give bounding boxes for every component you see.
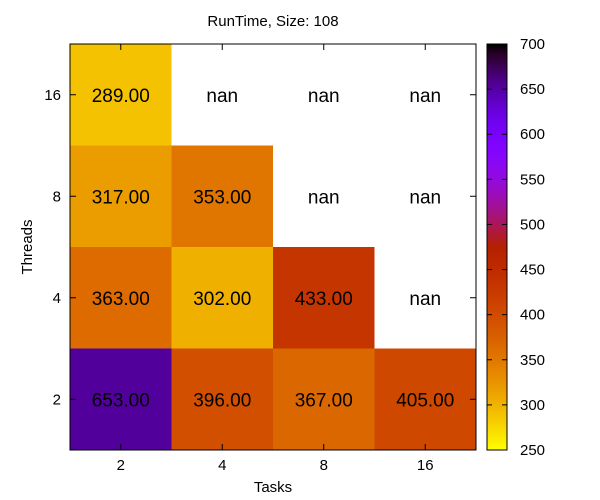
chart-title: RunTime, Size: 108	[207, 13, 338, 30]
colorbar-tick-label: 350	[520, 352, 545, 369]
cell-value-label: 317.00	[92, 187, 150, 208]
colorbar-tick-label: 700	[520, 36, 545, 53]
cell-value-label: 405.00	[396, 390, 454, 411]
cell-value-label: nan	[409, 86, 441, 107]
heatmap-cells: 653.00 396.00 367.00 405.00 363.00 302.00 433.…	[70, 44, 476, 450]
x-axis-label: Tasks	[254, 479, 292, 496]
heatmap-cell	[70, 145, 172, 247]
heatmap-cell	[171, 247, 273, 349]
y-tick-label: 16	[44, 87, 61, 104]
cell-value-label: nan	[409, 187, 441, 208]
colorbar-tick-label: 400	[520, 307, 545, 324]
colorbar-scale	[486, 43, 508, 451]
cell-value-label: nan	[308, 86, 340, 107]
colorbar-tick-label: 650	[520, 81, 545, 98]
y-tick-label: 4	[53, 290, 61, 307]
y-tick-label: 8	[53, 188, 61, 205]
x-tick-label: 4	[218, 457, 226, 474]
colorbar-tick-label: 550	[520, 171, 545, 188]
x-axis-ticks: 2 4 8 16	[117, 44, 434, 474]
cell-value-label: nan	[206, 86, 238, 107]
colorbar-tick-label: 600	[520, 126, 545, 143]
colorbar-tick-label: 300	[520, 397, 545, 414]
y-tick-label: 2	[53, 391, 61, 408]
colorbar-tick-label: 500	[520, 216, 545, 233]
cell-value-label: 433.00	[295, 289, 353, 310]
x-tick-label: 16	[417, 457, 434, 474]
heatmap-cell	[70, 348, 172, 450]
heatmap-cell	[70, 44, 172, 146]
colorbar-tick-label: 450	[520, 262, 545, 279]
x-tick-label: 8	[320, 457, 328, 474]
cell-value-label: nan	[308, 187, 340, 208]
colorbar-tick-label: 250	[520, 442, 545, 459]
cell-value-label: 396.00	[193, 390, 251, 411]
x-tick-label: 2	[117, 457, 125, 474]
colorbar: 250 300 350 400 450 500 550 600 650 700	[486, 36, 545, 459]
cell-value-label: 367.00	[295, 390, 353, 411]
cell-value-label: nan	[409, 289, 441, 310]
cell-value-label: 289.00	[92, 86, 150, 107]
heatmap-cell	[374, 348, 476, 450]
cell-value-label: 302.00	[193, 289, 251, 310]
heatmap-cell	[273, 247, 375, 349]
cell-value-label: 363.00	[92, 289, 150, 310]
heatmap-cell	[171, 145, 273, 247]
heatmap-cell	[171, 348, 273, 450]
y-axis-label: Threads	[19, 219, 36, 274]
heatmap-cell	[273, 348, 375, 450]
cell-value-label: 653.00	[92, 390, 150, 411]
cell-value-label: 353.00	[193, 187, 251, 208]
plot-frame	[69, 43, 477, 451]
y-axis-ticks: 2 4 8 16	[44, 87, 476, 408]
heatmap-cell	[70, 247, 172, 349]
